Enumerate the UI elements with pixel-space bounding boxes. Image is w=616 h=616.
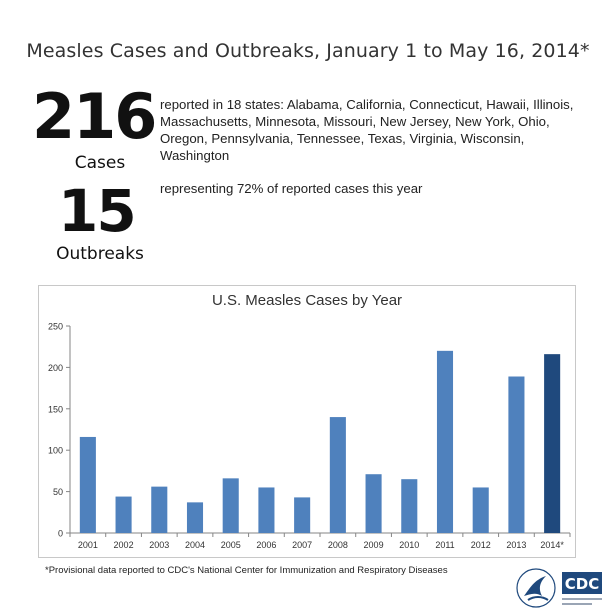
outbreaks-count: 15 bbox=[58, 177, 137, 245]
hhs-eagle-seal-icon bbox=[516, 568, 556, 608]
bar-2010 bbox=[401, 479, 418, 533]
x-tick-label: 2003 bbox=[149, 540, 169, 550]
x-tick-label: 2009 bbox=[364, 540, 384, 550]
bar-2007 bbox=[294, 497, 311, 533]
chart-labels: 0 50 100 150 200 250 2001 2002 2003 2004 2005 2006 2… bbox=[48, 322, 564, 551]
bar-2006 bbox=[258, 487, 275, 533]
x-tick-label: 2014* bbox=[540, 540, 564, 550]
bar-2005 bbox=[222, 478, 239, 533]
y-tick-label: 250 bbox=[48, 322, 63, 332]
y-tick-label: 50 bbox=[53, 487, 63, 497]
x-tick-label: 2004 bbox=[185, 540, 205, 550]
x-tick-label: 2005 bbox=[221, 540, 241, 550]
y-tick-label: 0 bbox=[58, 529, 63, 539]
x-tick-label: 2013 bbox=[506, 540, 526, 550]
bar-2001 bbox=[79, 436, 96, 533]
x-tick-label: 2007 bbox=[292, 540, 312, 550]
x-tick-label: 2001 bbox=[78, 540, 98, 550]
page-title: Measles Cases and Outbreaks, January 1 t… bbox=[26, 40, 590, 62]
x-tick-label: 2010 bbox=[399, 540, 419, 550]
bar-2008 bbox=[329, 417, 346, 533]
x-tick-label: 2011 bbox=[435, 540, 454, 550]
x-tick-label: 2008 bbox=[328, 540, 348, 550]
bar-2009 bbox=[365, 474, 382, 533]
chart-bars bbox=[79, 350, 561, 533]
cases-count: 216 bbox=[32, 80, 157, 153]
bar-2002 bbox=[115, 496, 132, 533]
chart-axes bbox=[66, 325, 571, 537]
bar-2014 bbox=[544, 354, 561, 533]
outbreaks-label: Outbreaks bbox=[56, 244, 144, 264]
cdc-logo-icon: CDC bbox=[562, 572, 602, 605]
y-tick-label: 150 bbox=[48, 404, 63, 414]
x-tick-label: 2006 bbox=[256, 540, 276, 550]
chart-title: U.S. Measles Cases by Year bbox=[211, 292, 403, 309]
x-tick-label: 2012 bbox=[471, 540, 491, 550]
y-tick-label: 200 bbox=[48, 363, 63, 373]
cases-description: reported in 18 states: Alabama, Californ… bbox=[160, 97, 574, 163]
bar-2013 bbox=[508, 376, 525, 533]
bar-2004 bbox=[186, 502, 204, 533]
outbreaks-description: representing 72% of reported cases this … bbox=[160, 181, 423, 196]
bar-2011 bbox=[436, 350, 454, 533]
footnote: *Provisional data reported to CDC's Nati… bbox=[45, 565, 448, 576]
cdc-logo-text: CDC bbox=[565, 575, 599, 593]
y-tick-label: 100 bbox=[48, 446, 63, 456]
bar-2003 bbox=[151, 486, 168, 533]
bar-2012 bbox=[472, 487, 489, 533]
x-tick-label: 2002 bbox=[114, 540, 134, 550]
cases-label: Cases bbox=[74, 153, 126, 173]
agency-logos: CDC bbox=[516, 568, 602, 608]
